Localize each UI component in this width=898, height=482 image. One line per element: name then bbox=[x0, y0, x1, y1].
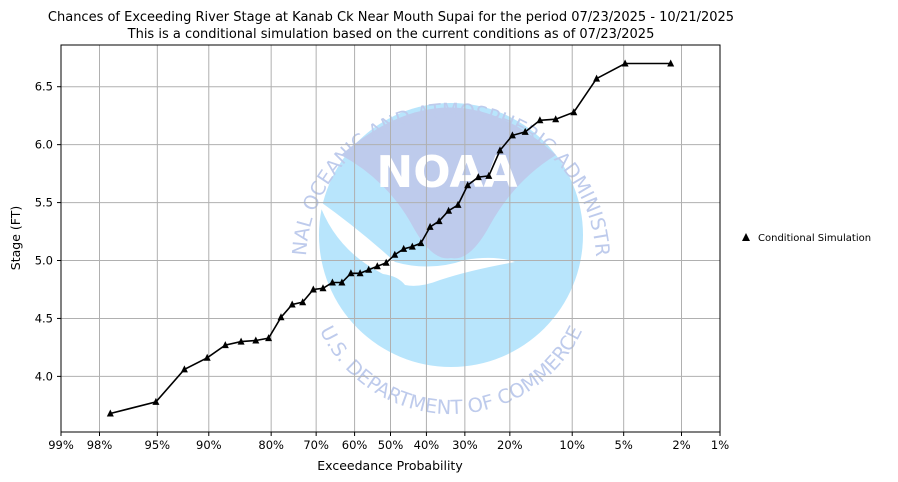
data-point bbox=[265, 334, 273, 342]
data-point bbox=[521, 127, 529, 135]
legend: Conditional Simulation bbox=[742, 233, 871, 244]
x-tick-label: 95% bbox=[145, 438, 171, 452]
y-tick-label: 5.5 bbox=[35, 196, 53, 210]
x-tick-label: 60% bbox=[342, 438, 368, 452]
data-point bbox=[288, 300, 296, 308]
x-tick-label: 70% bbox=[303, 438, 329, 452]
series-line bbox=[110, 62, 671, 415]
data-point bbox=[180, 365, 188, 373]
y-tick-label: 6.0 bbox=[35, 138, 53, 152]
noaa-logo-sky bbox=[341, 107, 556, 259]
data-point bbox=[445, 206, 453, 214]
data-point bbox=[417, 239, 425, 247]
data-point bbox=[408, 242, 416, 250]
data-point bbox=[328, 278, 336, 286]
data-point bbox=[454, 200, 462, 208]
x-tick-label: 90% bbox=[196, 438, 222, 452]
data-point bbox=[221, 341, 229, 349]
data-point bbox=[152, 397, 160, 405]
data-point bbox=[391, 250, 399, 258]
data-point bbox=[252, 336, 260, 344]
data-point bbox=[485, 171, 493, 179]
data-point bbox=[435, 217, 443, 225]
data-point bbox=[426, 222, 434, 230]
x-tick-label: 2% bbox=[672, 438, 690, 452]
x-axis-label: Exceedance Probability bbox=[317, 458, 463, 473]
data-point bbox=[309, 285, 317, 293]
x-tick-label: 40% bbox=[414, 438, 440, 452]
data-point bbox=[593, 74, 601, 82]
x-axis: 99% 98% 95% 90% 80% 70% 60% 50% 40% 30% 20% 10% 5% 2%… bbox=[48, 432, 729, 452]
data-point bbox=[299, 298, 307, 306]
x-tick-label: 98% bbox=[87, 438, 113, 452]
data-point bbox=[338, 278, 346, 286]
data-point bbox=[667, 59, 675, 67]
data-point bbox=[496, 146, 504, 154]
data-point bbox=[621, 59, 629, 67]
x-tick-label: 5% bbox=[615, 438, 633, 452]
grid-lines bbox=[60, 45, 721, 432]
x-tick-label: 50% bbox=[378, 438, 404, 452]
y-axis-label: Stage (FT) bbox=[8, 206, 23, 270]
x-tick-label: 99% bbox=[48, 438, 74, 452]
data-point bbox=[347, 269, 355, 277]
data-point bbox=[356, 269, 364, 277]
legend-marker bbox=[742, 233, 750, 241]
noaa-logo-word: NOAA bbox=[376, 147, 517, 198]
y-axis: 4.0 4.5 5.0 5.5 6.0 6.5 bbox=[35, 80, 61, 383]
noaa-logo-watermark: NOAA NATIONAL OCEANIC AND ATMOSPHERIC AD… bbox=[0, 0, 614, 419]
y-tick-label: 5.0 bbox=[35, 254, 53, 268]
data-point bbox=[237, 337, 245, 345]
x-tick-label: 10% bbox=[559, 438, 585, 452]
data-point bbox=[508, 131, 516, 139]
data-point bbox=[277, 313, 285, 321]
data-point bbox=[464, 181, 472, 189]
data-point bbox=[365, 265, 373, 273]
x-tick-label: 80% bbox=[258, 438, 284, 452]
data-point bbox=[203, 353, 211, 361]
series-conditional-simulation bbox=[106, 59, 675, 417]
x-tick-label: 30% bbox=[452, 438, 478, 452]
data-point bbox=[382, 258, 390, 266]
data-point bbox=[552, 115, 560, 123]
y-tick-label: 6.5 bbox=[35, 80, 53, 94]
noaa-logo-gull bbox=[318, 200, 515, 286]
data-point bbox=[373, 262, 381, 270]
x-tick-label: 1% bbox=[711, 438, 729, 452]
data-point bbox=[570, 108, 578, 116]
legend-label: Conditional Simulation bbox=[758, 233, 871, 244]
y-tick-label: 4.5 bbox=[35, 311, 53, 325]
chart-title: Chances of Exceeding River Stage at Kana… bbox=[48, 10, 734, 25]
data-point bbox=[106, 409, 114, 417]
data-point bbox=[400, 244, 408, 252]
x-tick-label: 20% bbox=[497, 438, 523, 452]
chart-subtitle: This is a conditional simulation based o… bbox=[127, 27, 655, 42]
data-point bbox=[474, 173, 482, 181]
y-tick-label: 4.0 bbox=[35, 369, 53, 383]
data-point bbox=[319, 284, 327, 292]
plot-frame bbox=[60, 44, 721, 433]
data-point bbox=[536, 116, 544, 124]
